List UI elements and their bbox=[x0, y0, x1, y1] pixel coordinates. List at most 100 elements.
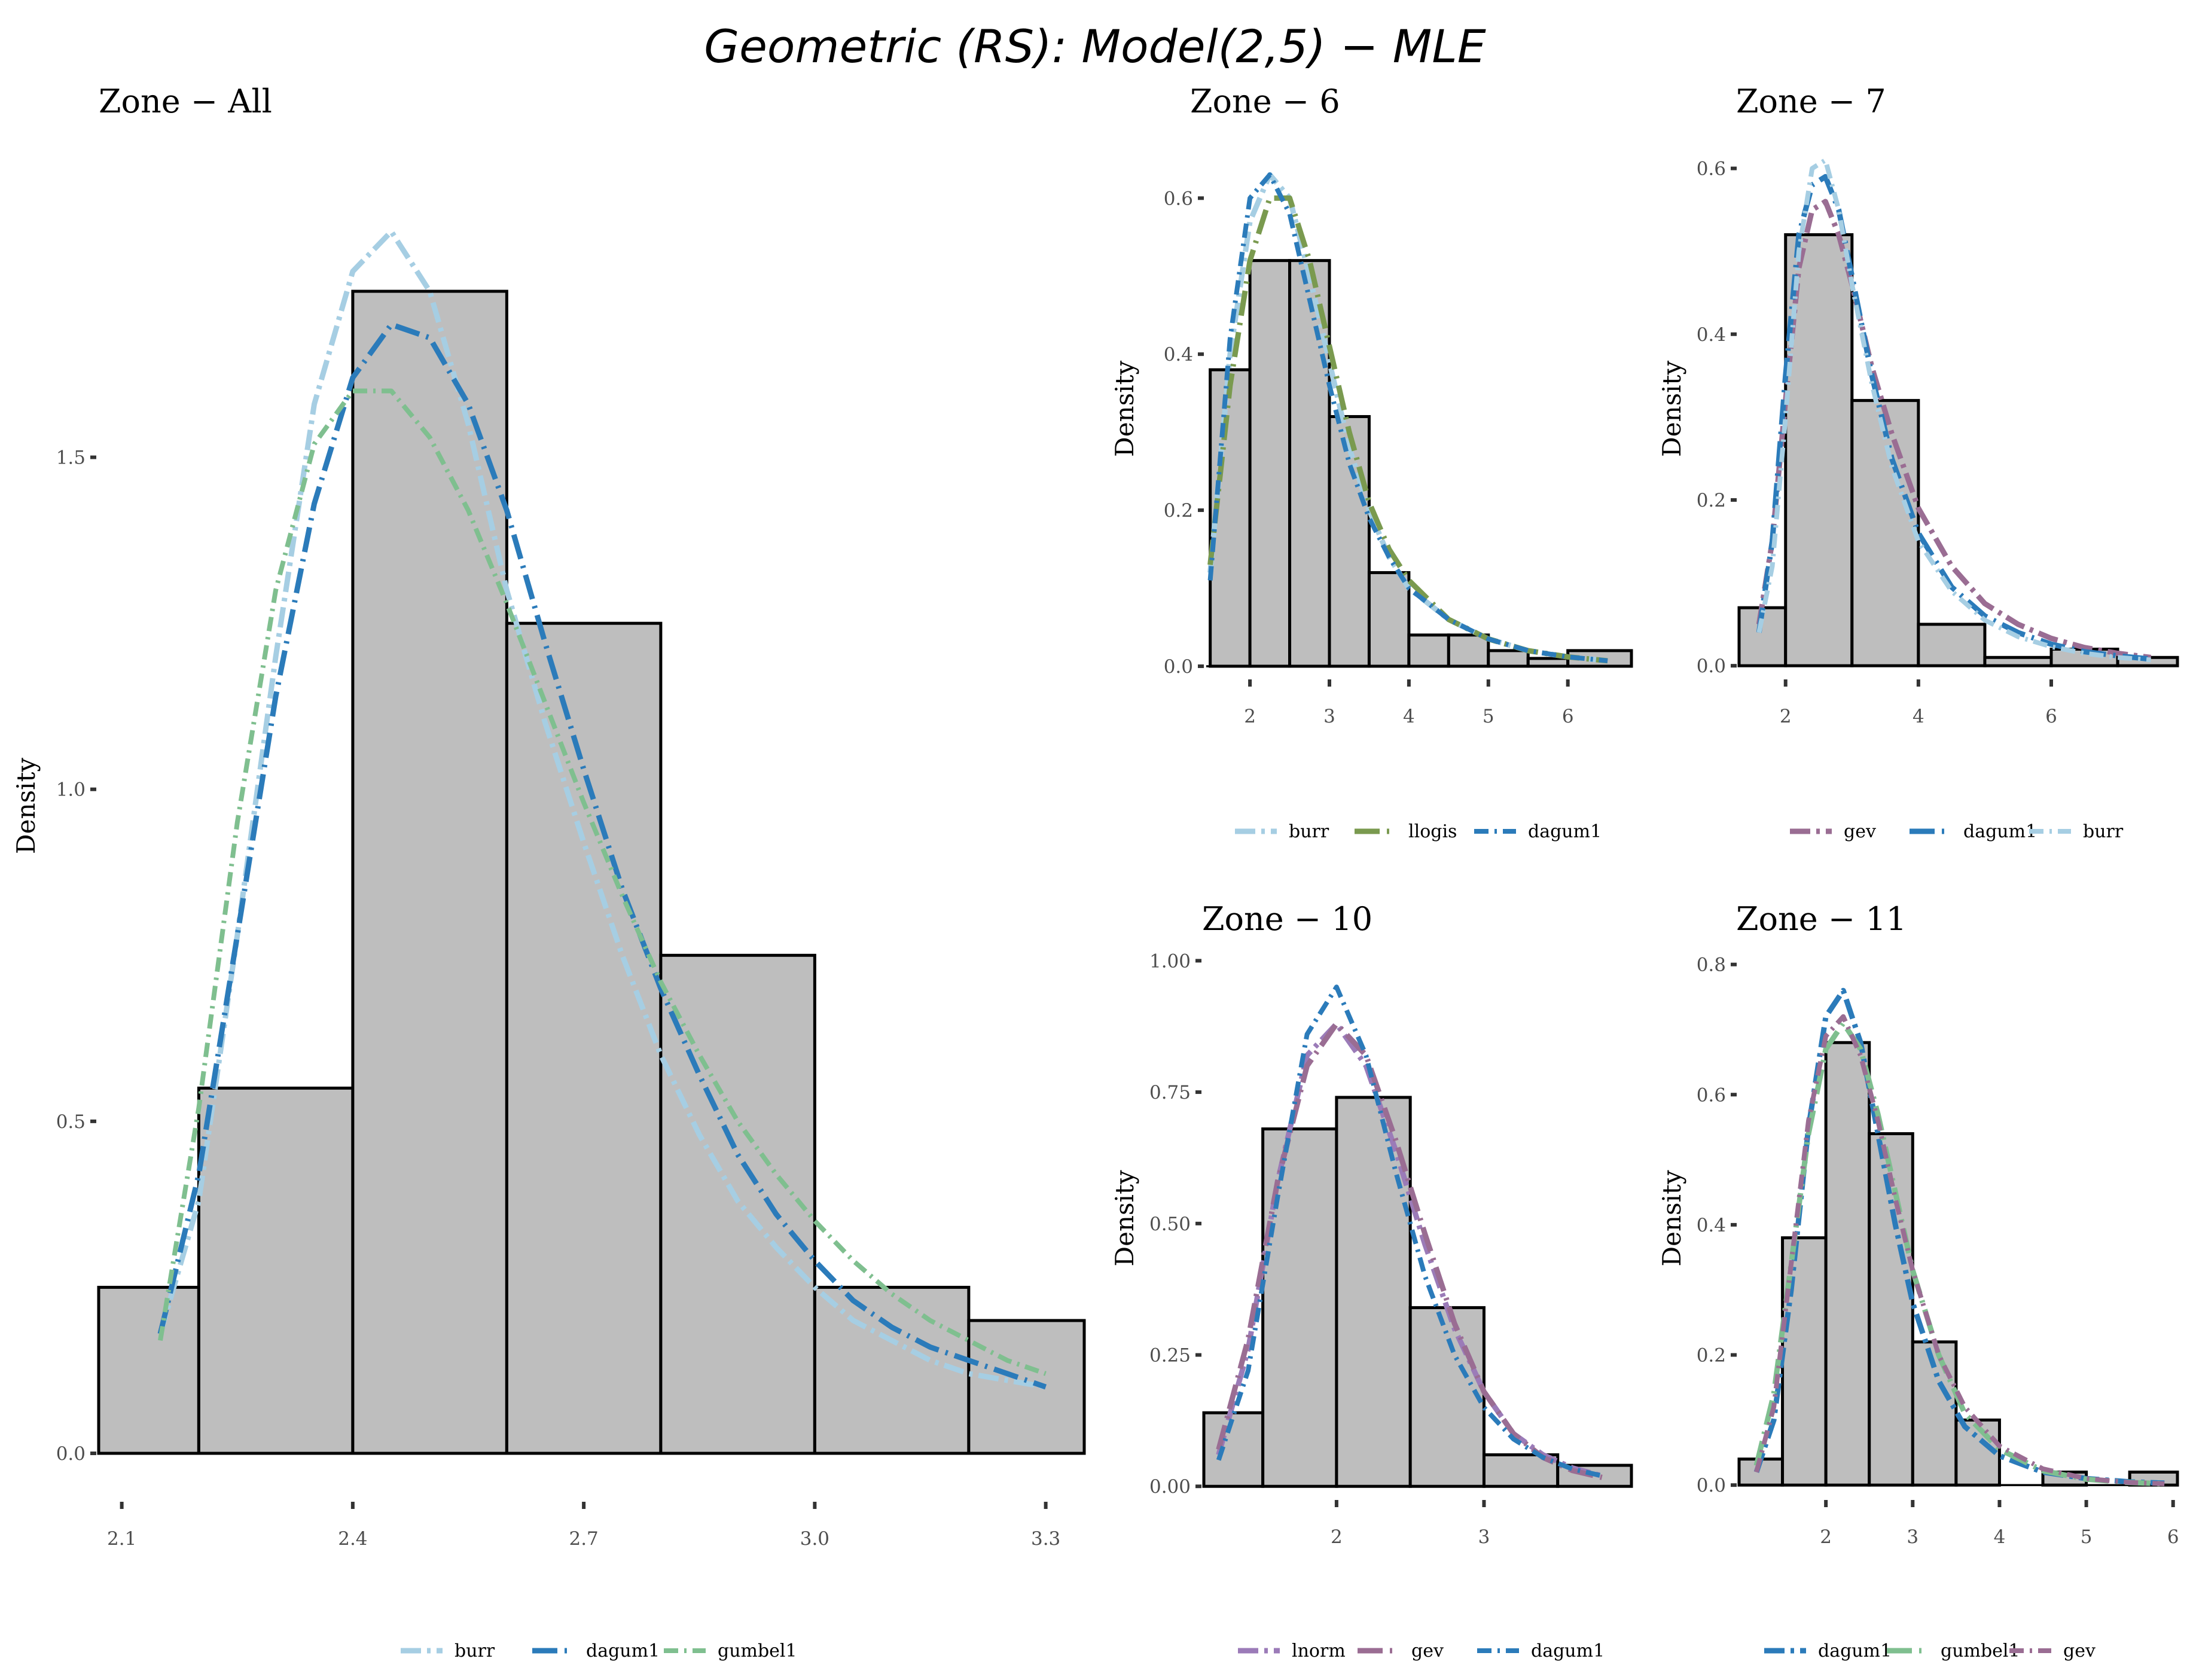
y-axis-label: Density bbox=[1110, 1170, 1139, 1266]
legend-label-gumbel1: gumbel1 bbox=[1941, 1641, 2020, 1661]
y-tick-label: 0.50 bbox=[1149, 1213, 1191, 1235]
histogram-bar bbox=[1850, 399, 1920, 667]
y-tick-label: 0.6 bbox=[1164, 188, 1193, 209]
x-tick-label: 6 bbox=[2045, 706, 2057, 727]
legend-label-dagum1: dagum1 bbox=[586, 1641, 660, 1661]
y-tick-label: 1.5 bbox=[56, 447, 86, 469]
y-tick-label: 0.4 bbox=[1697, 1215, 1726, 1236]
panel-zone-all: Zone − All Density 0.0 0.5 1.0 1.5 2.1 2.4 2.7 3.… bbox=[11, 83, 1086, 1661]
y-tick-label: 0.2 bbox=[1697, 1345, 1726, 1367]
y-tick-label: 0.0 bbox=[1164, 656, 1193, 678]
y-axis-label: Density bbox=[1657, 361, 1686, 457]
histogram-bar bbox=[1261, 1127, 1338, 1488]
y-tick-label: 0.0 bbox=[1697, 1475, 1726, 1496]
histogram-bar bbox=[1781, 1236, 1828, 1487]
x-tick-label: 2 bbox=[1244, 706, 1256, 727]
x-tick-label: 5 bbox=[1483, 706, 1494, 727]
histogram-bar bbox=[1447, 633, 1490, 668]
density-curve-dagum1 bbox=[1207, 172, 1608, 663]
y-axis-label: Density bbox=[1657, 1170, 1686, 1266]
legend-label-gev: gev bbox=[1411, 1641, 1444, 1661]
y-tick-label: 0.00 bbox=[1149, 1476, 1191, 1498]
density-curve-llogis bbox=[1207, 195, 1608, 664]
density-curve-dagum1 bbox=[1216, 984, 1603, 1478]
x-tick-label: 3.3 bbox=[1031, 1528, 1060, 1550]
histogram-bar bbox=[1248, 259, 1292, 668]
histogram-bar bbox=[659, 953, 816, 1455]
panel-title: Zone − 10 bbox=[1202, 900, 1372, 938]
histogram-bar bbox=[1983, 655, 2053, 667]
legend-label-gev: gev bbox=[2063, 1641, 2096, 1661]
y-tick-label: 0.75 bbox=[1149, 1082, 1191, 1103]
y-axis-label: Density bbox=[1110, 361, 1139, 457]
x-tick-label: 6 bbox=[1562, 706, 1574, 727]
y-tick-label: 0.2 bbox=[1164, 500, 1193, 522]
histogram-bar bbox=[813, 1285, 971, 1455]
y-tick-label: 0.25 bbox=[1149, 1345, 1191, 1367]
x-tick-label: 4 bbox=[1994, 1526, 2006, 1548]
histogram-bar bbox=[351, 289, 508, 1455]
y-tick-label: 0.2 bbox=[1697, 490, 1726, 511]
y-tick-label: 0.6 bbox=[1697, 158, 1726, 180]
panel-title: Zone − All bbox=[99, 83, 272, 120]
panel-zone-7: Zone − 7 Density 0.0 0.2 0.4 0.6 2 4 6 gev dagum1 b… bbox=[1657, 83, 2179, 842]
x-tick-label: 2 bbox=[1820, 1526, 1832, 1548]
legend-label-gev: gev bbox=[1844, 821, 1876, 842]
figure-title: Geometric (RS): Model(2,5) − MLE bbox=[704, 20, 1486, 73]
panel-title: Zone − 6 bbox=[1190, 83, 1340, 120]
legend-label-burr: burr bbox=[455, 1641, 495, 1661]
histogram-bar bbox=[1328, 415, 1371, 668]
x-tick-label: 2.7 bbox=[569, 1528, 598, 1550]
histogram-bar bbox=[1202, 1411, 1265, 1488]
histogram-bar bbox=[1367, 571, 1411, 668]
y-tick-label: 0.5 bbox=[56, 1111, 86, 1133]
histogram-bar bbox=[197, 1086, 355, 1455]
x-tick-label: 6 bbox=[2167, 1526, 2179, 1548]
y-tick-label: 1.0 bbox=[56, 779, 86, 801]
y-tick-label: 0.4 bbox=[1164, 344, 1193, 365]
legend-label-dagum1: dagum1 bbox=[1963, 821, 2037, 842]
panel-zone-10: Zone − 10 Density 0.00 0.25 0.50 0.75 1.00 2 3 ln… bbox=[1110, 900, 1633, 1661]
x-tick-label: 3 bbox=[1478, 1526, 1490, 1548]
legend-label-dagum1: dagum1 bbox=[1818, 1641, 1892, 1661]
x-tick-label: 5 bbox=[2081, 1526, 2093, 1548]
y-tick-label: 0.4 bbox=[1697, 324, 1726, 346]
x-tick-label: 4 bbox=[1913, 706, 1924, 727]
density-curve-gev bbox=[1754, 1014, 2165, 1486]
histogram-bar bbox=[1335, 1096, 1412, 1488]
legend-label-burr: burr bbox=[2083, 821, 2124, 842]
x-tick-label: 2 bbox=[1331, 1526, 1343, 1548]
density-curve-dagum1 bbox=[157, 322, 1047, 1390]
x-tick-label: 3 bbox=[1323, 706, 1335, 727]
histogram-bar bbox=[1824, 1041, 1871, 1487]
x-tick-label: 4 bbox=[1403, 706, 1415, 727]
y-tick-label: 0.6 bbox=[1697, 1084, 1726, 1106]
x-tick-label: 2.1 bbox=[107, 1528, 136, 1550]
y-tick-label: 1.00 bbox=[1149, 950, 1191, 972]
panel-title: Zone − 11 bbox=[1736, 900, 1907, 938]
histogram-bar bbox=[505, 621, 663, 1455]
x-tick-label: 3.0 bbox=[800, 1528, 829, 1550]
panel-zone-11: Zone − 11 Density 0.0 0.2 0.4 0.6 0.8 2 3 4 5 6 dagu… bbox=[1657, 900, 2179, 1661]
legend-label-gumbel1: gumbel1 bbox=[718, 1641, 797, 1661]
x-tick-label: 2.4 bbox=[338, 1528, 367, 1550]
panel-zone-6: Zone − 6 Density 0.0 0.2 0.4 0.6 2 3 4 5 6 burr llog… bbox=[1110, 83, 1633, 842]
histogram-bar bbox=[97, 1285, 200, 1455]
legend-label-burr: burr bbox=[1289, 821, 1329, 842]
legend-label-dagum1: dagum1 bbox=[1528, 821, 1602, 842]
legend-label-dagum1: dagum1 bbox=[1531, 1641, 1605, 1661]
density-curve-burr bbox=[1756, 157, 2151, 663]
x-tick-label: 2 bbox=[1780, 706, 1792, 727]
legend-label-llogis: llogis bbox=[1408, 821, 1457, 842]
histogram-bar bbox=[1526, 657, 1570, 668]
legend-label-lnorm: lnorm bbox=[1292, 1641, 1346, 1661]
y-tick-label: 0.0 bbox=[1697, 655, 1726, 677]
y-tick-label: 0.0 bbox=[56, 1443, 86, 1465]
x-tick-label: 3 bbox=[1907, 1526, 1918, 1548]
histogram-bar bbox=[1917, 623, 1987, 667]
density-curve-burr bbox=[157, 228, 1047, 1390]
histogram-bar bbox=[1408, 1306, 1486, 1488]
histogram-bar bbox=[967, 1319, 1086, 1455]
panel-title: Zone − 7 bbox=[1736, 83, 1886, 120]
